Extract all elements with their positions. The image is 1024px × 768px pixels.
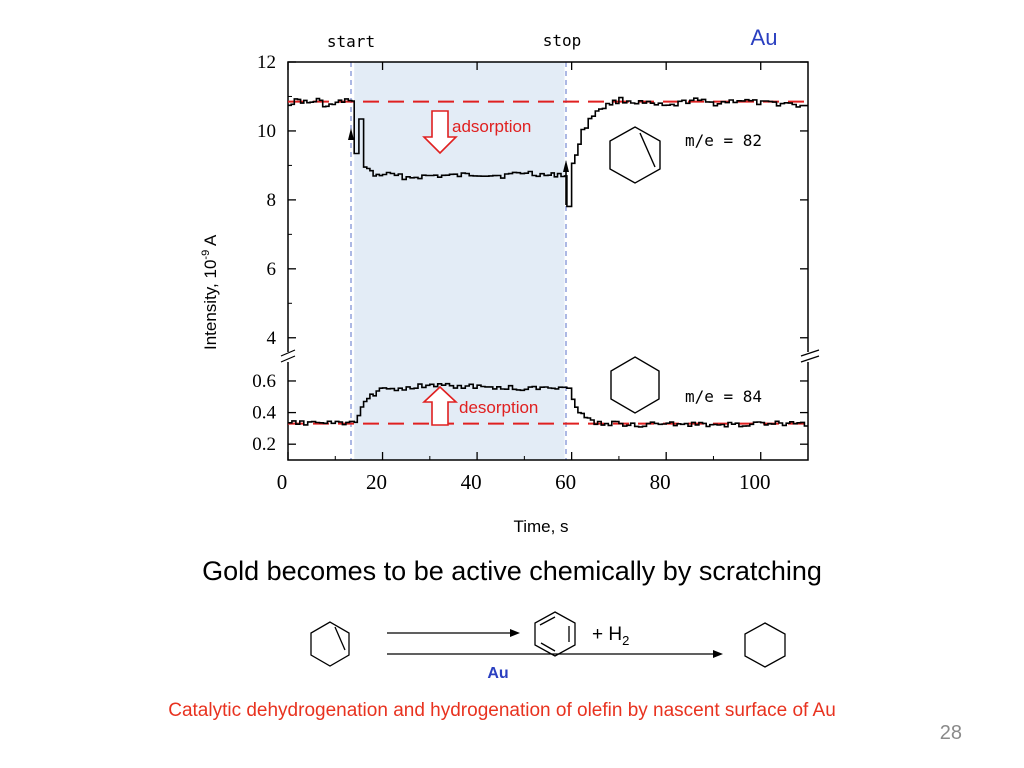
- catalyst-label: Au: [487, 665, 508, 682]
- stop-arrow-marker: [563, 160, 569, 172]
- cyclohexane-structure-icon: [610, 356, 660, 414]
- y-upper-tick-label: 4: [267, 328, 277, 349]
- x-tick-label: 0: [277, 470, 288, 494]
- benzene-structure-icon: [534, 611, 576, 657]
- left-axis-break-mark: [280, 349, 296, 363]
- cyclohexene-structure-icon: [609, 126, 661, 184]
- series-label-m84: m/e = 84: [685, 387, 762, 406]
- start-arrow-marker: [348, 128, 354, 140]
- adsorption-arrow-icon: [422, 110, 458, 155]
- x-tick-label: 80: [650, 470, 671, 494]
- slide-caption: Catalytic dehydrogenation and hydrogenat…: [168, 700, 836, 721]
- x-tick-label: 100: [739, 470, 771, 494]
- plot-frame: [287, 61, 809, 461]
- reaction-scheme: + H2 Au: [310, 611, 786, 682]
- x-axis: 0 20 40 60 80 100: [277, 62, 771, 494]
- series-line-m84: [288, 382, 808, 428]
- desorption-arrow-icon: [421, 385, 459, 426]
- right-axis-break-mark: [800, 349, 820, 363]
- series-line-m82: [288, 96, 808, 208]
- y-upper-tick-label: 8: [267, 190, 277, 211]
- x-axis-label: Time, s: [513, 517, 568, 536]
- y-upper-tick-label: 10: [257, 121, 276, 142]
- left-axis-break-gap: [283, 352, 293, 362]
- y-lower-tick-label: 0.2: [252, 434, 276, 455]
- y-axis-upper: 12 10 8 6 4: [257, 52, 808, 349]
- page-number: 28: [939, 722, 962, 744]
- y-upper-tick-label: 6: [267, 259, 277, 280]
- reactant-cyclohexene-icon: [310, 621, 350, 667]
- adsorption-label: adsorption: [452, 117, 531, 136]
- product-cyclohexane-icon: [744, 622, 786, 668]
- x-tick-label: 60: [555, 470, 576, 494]
- y-axis-lower: 0.6 0.4 0.2: [252, 371, 808, 455]
- metal-label: Au: [751, 25, 778, 50]
- hydrogen-product: + H2: [592, 624, 629, 648]
- x-tick-label: 20: [366, 470, 387, 494]
- right-axis-break-gap: [803, 352, 813, 362]
- y-lower-tick-label: 0.6: [252, 371, 276, 392]
- hydrogenation-arrowhead: [713, 650, 723, 658]
- y-axis-label: Intensity, 10-9 A: [200, 234, 220, 350]
- y-lower-tick-label: 0.4: [252, 403, 276, 424]
- series-label-m82: m/e = 82: [685, 131, 762, 150]
- y-upper-tick-label: 12: [257, 52, 276, 73]
- start-label: start: [327, 32, 375, 51]
- slide-subtitle: Gold becomes to be active chemically by …: [202, 556, 822, 586]
- desorption-label: desorption: [459, 398, 538, 417]
- scratching-region: [354, 62, 565, 460]
- dehydrogenation-arrowhead: [510, 629, 520, 637]
- stop-label: stop: [543, 31, 582, 50]
- x-tick-label: 40: [461, 470, 482, 494]
